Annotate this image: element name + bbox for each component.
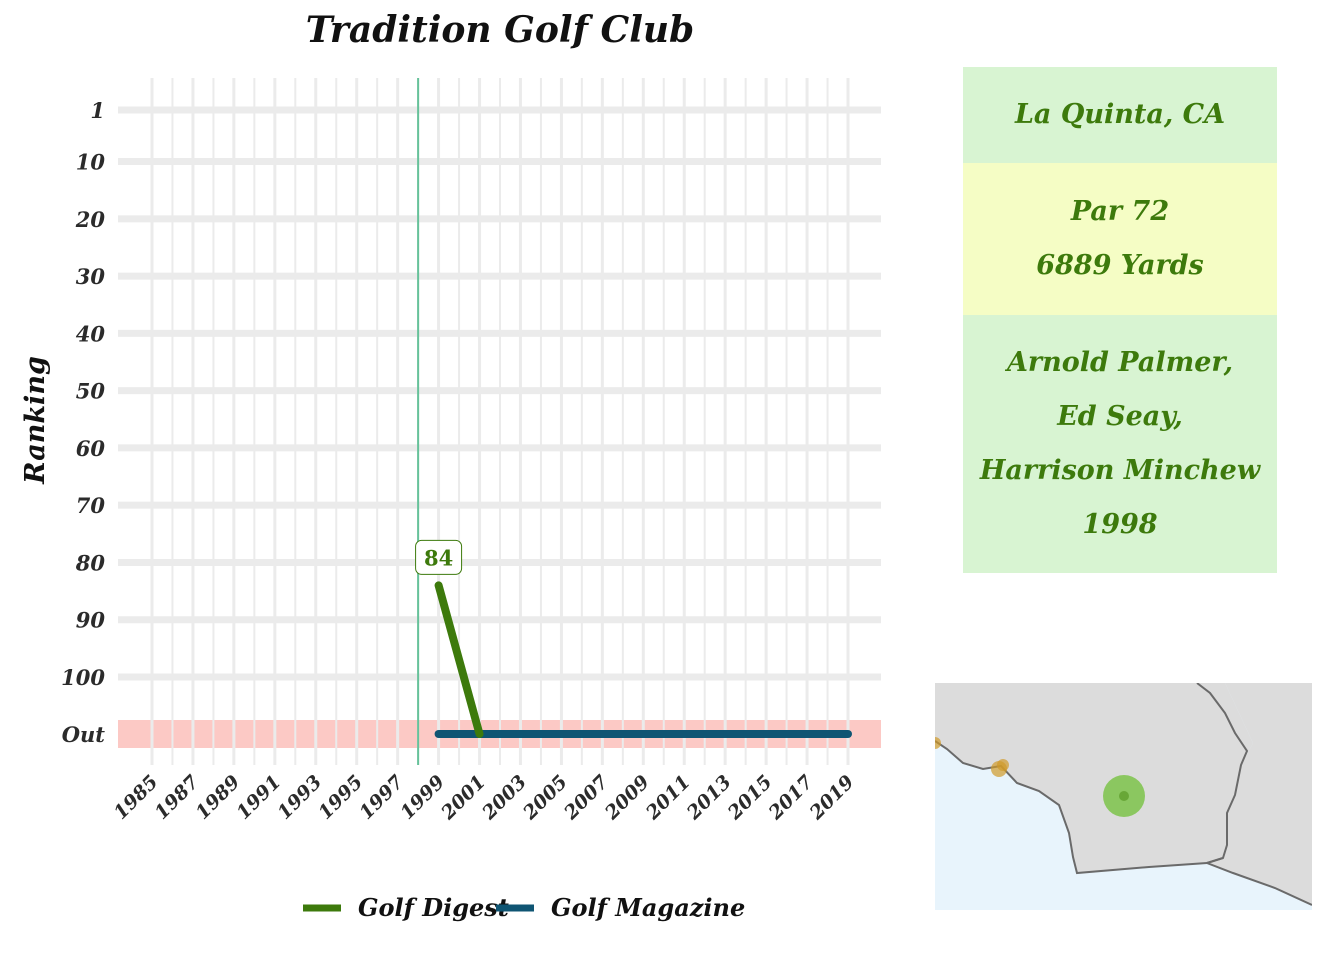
land-area bbox=[935, 683, 1253, 873]
series-line bbox=[434, 581, 484, 738]
x-tick-label: 2013 bbox=[682, 771, 736, 825]
data-label: 84 bbox=[424, 545, 453, 570]
y-tick-label: 50 bbox=[76, 379, 106, 404]
x-tick-label: 1993 bbox=[273, 771, 326, 824]
legend: Golf Digest Golf Magazine bbox=[303, 893, 745, 922]
location-map bbox=[935, 683, 1312, 910]
land-area-east bbox=[1207, 683, 1312, 905]
course-specs-box: Par 72 6889 Yards bbox=[963, 163, 1277, 315]
y-axis-ticks: 1 10 20 30 40 50 60 70 80 90 100 Out bbox=[61, 98, 105, 747]
architect-line: Harrison Minchew bbox=[979, 455, 1261, 486]
y-tick-label: 1 bbox=[90, 98, 105, 123]
y-tick-label: 40 bbox=[76, 321, 106, 346]
x-tick-label: 1991 bbox=[232, 771, 285, 824]
y-axis-title: Ranking bbox=[20, 356, 51, 485]
vertical-gridlines bbox=[150, 78, 850, 765]
y-tick-label: 90 bbox=[76, 608, 106, 633]
x-tick-label: 2005 bbox=[518, 771, 572, 825]
x-tick-label: 1999 bbox=[396, 771, 449, 824]
x-tick-label: 2017 bbox=[764, 771, 818, 825]
other-course-marker bbox=[935, 737, 941, 749]
x-tick-label: 1985 bbox=[110, 771, 163, 824]
x-tick-label: 1997 bbox=[355, 771, 408, 824]
series-lines bbox=[434, 581, 852, 738]
x-tick-label: 2009 bbox=[600, 771, 654, 825]
x-tick-label: 2007 bbox=[559, 771, 613, 825]
y-tick-label: Out bbox=[62, 722, 106, 747]
horizontal-gridlines bbox=[118, 106, 881, 681]
par-text: Par 72 bbox=[1070, 196, 1170, 227]
data-labels: 84 bbox=[415, 539, 463, 575]
architects-box: Arnold Palmer, Ed Seay, Harrison Minchew… bbox=[963, 315, 1277, 573]
y-tick-label: 10 bbox=[76, 150, 106, 175]
other-course-marker bbox=[997, 759, 1009, 771]
yards-text: 6889 Yards bbox=[1036, 250, 1204, 281]
data-label-box bbox=[415, 539, 463, 575]
y-tick-label: 20 bbox=[75, 207, 106, 232]
x-tick-label: 2019 bbox=[805, 771, 859, 825]
x-tick-label: 1987 bbox=[151, 771, 204, 824]
architect-line: Arnold Palmer, bbox=[1006, 347, 1234, 378]
chart-title: Tradition Golf Club bbox=[306, 9, 694, 51]
legend-label: Golf Digest bbox=[358, 893, 509, 922]
plot-area: 84 bbox=[118, 78, 881, 765]
ranking-chart: Tradition Golf Club 84 1 10 20 30 40 50 60 70 80… bbox=[20, 9, 881, 922]
opened-year-text: 1998 bbox=[1082, 509, 1158, 540]
coastline bbox=[935, 740, 1224, 875]
x-tick-label: 1995 bbox=[314, 771, 367, 824]
y-tick-label: 30 bbox=[76, 264, 106, 289]
legend-label: Golf Magazine bbox=[551, 893, 745, 922]
y-tick-label: 60 bbox=[76, 436, 106, 461]
location-box: La Quinta, CA bbox=[963, 67, 1277, 163]
x-tick-label: 1989 bbox=[191, 771, 244, 824]
y-tick-label: 80 bbox=[75, 550, 106, 575]
x-tick-label: 2011 bbox=[641, 771, 695, 825]
course-location-dot bbox=[1119, 791, 1129, 801]
x-tick-label: 2015 bbox=[723, 771, 777, 825]
y-tick-label: 100 bbox=[61, 665, 105, 690]
y-tick-label: 70 bbox=[76, 493, 106, 518]
state-border bbox=[1196, 683, 1312, 906]
x-tick-label: 2003 bbox=[477, 771, 531, 825]
x-tick-label: 2001 bbox=[436, 771, 490, 825]
architect-line: Ed Seay, bbox=[1057, 401, 1183, 432]
x-axis-ticks: 1985198719891991199319951997199920012003… bbox=[110, 771, 859, 825]
course-info-panel: La Quinta, CA Par 72 6889 Yards Arnold P… bbox=[963, 67, 1277, 573]
location-text: La Quinta, CA bbox=[1014, 99, 1226, 130]
